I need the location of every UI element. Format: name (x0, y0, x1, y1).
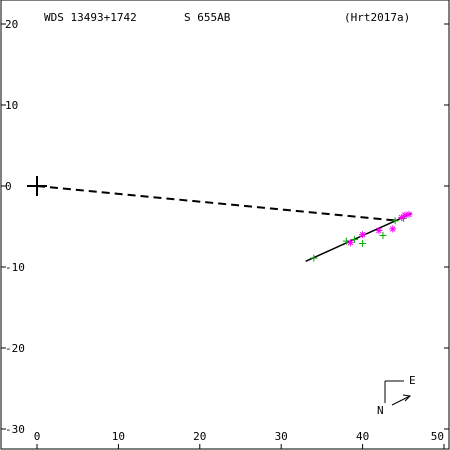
x-tick-label: 40 (356, 430, 369, 443)
x-tick-label: 30 (275, 430, 288, 443)
y-tick-label: 0 (5, 180, 12, 193)
data-points (310, 210, 413, 262)
header-designation: WDS 13493+1742 (44, 11, 137, 24)
compass: E N (377, 374, 416, 417)
plus-point (350, 235, 358, 243)
y-tick-label: -10 (5, 261, 25, 274)
header-reference: (Hrt2017a) (344, 11, 410, 24)
y-tick-label: -30 (5, 423, 25, 436)
star-point (346, 239, 354, 247)
y-tick-label: -20 (5, 342, 25, 355)
orbit-segment (305, 212, 412, 263)
plus-point (310, 254, 318, 262)
orbit-line (305, 212, 412, 263)
star-point (405, 210, 413, 218)
x-tick-label: 0 (34, 430, 41, 443)
star-point (375, 227, 383, 235)
dashed-line (36, 185, 400, 222)
header-component: S 655AB (184, 11, 231, 24)
plus-point (379, 231, 387, 239)
x-tick-label: 50 (431, 430, 444, 443)
star-point (389, 225, 397, 233)
plus-point (359, 240, 367, 248)
compass-north-label: N (377, 404, 384, 417)
x-tick-label: 10 (112, 430, 125, 443)
x-tick-label: 20 (193, 430, 206, 443)
motion-arrowhead (402, 394, 412, 402)
y-tick-label: 20 (5, 18, 18, 31)
motion-arrow (391, 395, 411, 406)
star-point (401, 211, 409, 219)
star-point (359, 231, 367, 239)
compass-east-label: E (409, 374, 416, 387)
dashed-segment (36, 185, 400, 222)
plus-point (391, 217, 399, 225)
y-tick-label: 10 (5, 99, 18, 112)
